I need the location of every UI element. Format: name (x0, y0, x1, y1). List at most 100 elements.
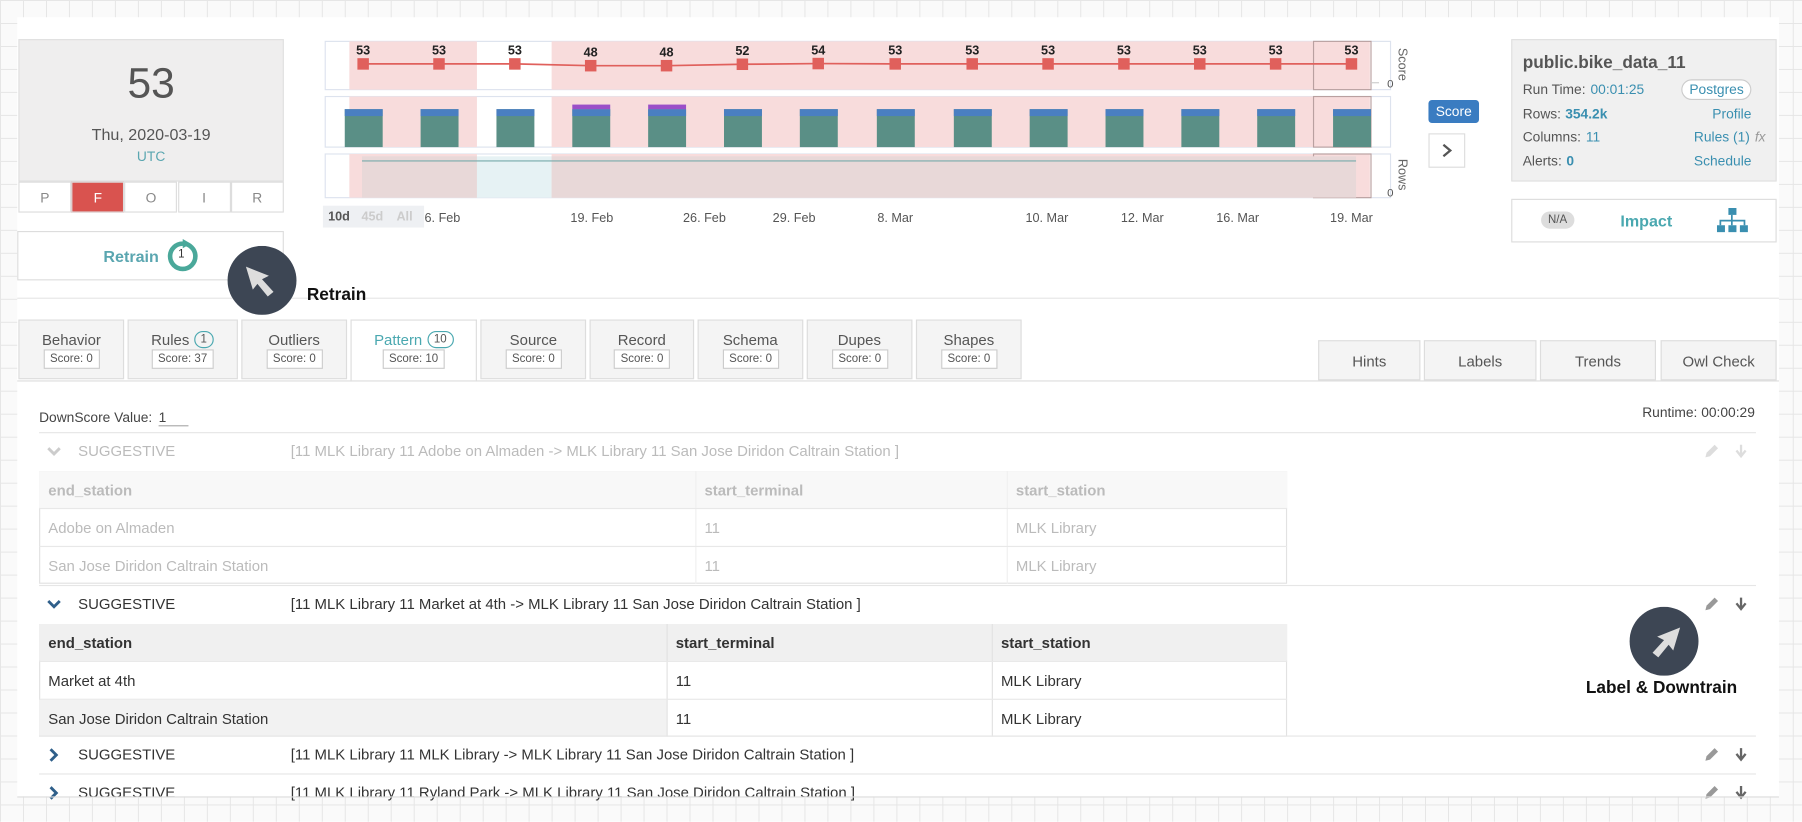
chevron[interactable] (47, 786, 61, 800)
y-axis-label: Rows (1396, 159, 1410, 191)
field-link[interactable]: Postgres (1681, 79, 1752, 100)
tab-name[interactable]: Schema (722, 330, 778, 349)
filter-button[interactable]: O (124, 181, 178, 213)
x-tick-label: 12. Mar (1121, 211, 1164, 225)
run-date: Thu, 2020-03-19 (91, 125, 211, 144)
column-header: start_terminal (704, 481, 804, 499)
annotation-label: Retrain (306, 285, 367, 305)
rows-bar-top (799, 109, 838, 117)
cell: MLK Library (1015, 519, 1097, 537)
cursor-annotation (227, 245, 297, 315)
score-label: 53 (356, 44, 370, 58)
field-extra: fx (1754, 128, 1766, 145)
tool-button[interactable]: Hints (1318, 340, 1421, 381)
range-button: 45d (361, 210, 383, 224)
score-point (584, 59, 597, 72)
filter-button[interactable]: P (18, 181, 72, 213)
row-divider (39, 507, 1288, 510)
rows-bar-top (876, 109, 915, 117)
field-label: Rows: (1522, 105, 1562, 122)
downscore-input[interactable]: 1 (158, 409, 189, 427)
score-point (433, 58, 445, 70)
impact-label[interactable]: Impact (1620, 211, 1673, 230)
tab-name[interactable]: Outliers (268, 330, 320, 349)
group-divider (39, 735, 1756, 737)
tab-name[interactable]: Rules (151, 330, 190, 349)
dataset-name: public.bike_data_11 (1522, 52, 1686, 73)
pattern-text: [11 MLK Library 11 Ryland Park -> MLK Li… (290, 783, 855, 801)
column-header: start_station (1000, 634, 1091, 652)
filter-button[interactable]: R (230, 181, 284, 213)
x-tick-label: 19. Mar (1330, 211, 1373, 225)
score-label: 54 (811, 43, 825, 57)
cell: MLK Library (1015, 557, 1097, 575)
tool-button[interactable]: Owl Check (1660, 340, 1777, 381)
tool-button[interactable]: Labels (1423, 340, 1537, 381)
score: 53 (127, 59, 175, 107)
score-point (1269, 58, 1282, 70)
chevron[interactable] (47, 598, 61, 612)
score-label: 53 (1344, 44, 1358, 58)
tab-score: Score: 0 (505, 349, 562, 369)
tab-name[interactable]: Dupes (837, 330, 881, 349)
table-header-bg (39, 471, 1288, 508)
tab-name[interactable]: Source (509, 330, 558, 349)
tab-name[interactable]: Behavior (41, 330, 101, 349)
cell: 11 (675, 672, 692, 690)
download-icon[interactable] (1733, 747, 1749, 763)
pattern-text: [11 MLK Library 11 Market at 4th -> MLK … (290, 595, 861, 613)
download-icon[interactable] (1733, 596, 1749, 612)
field-label: Alerts: (1522, 152, 1562, 169)
next-button[interactable] (1428, 133, 1466, 168)
rows-bar-top (572, 104, 611, 110)
score-label: 53 (1117, 44, 1131, 58)
tab-count: 1 (193, 330, 214, 349)
filter-button[interactable]: I (177, 181, 231, 213)
score-label: 53 (508, 44, 522, 58)
filter-button[interactable]: F (71, 181, 125, 213)
field-link[interactable]: Profile (1712, 105, 1752, 122)
navigator-band (551, 156, 1357, 198)
cell: MLK Library (1000, 710, 1082, 728)
field-link[interactable]: Schedule (1693, 152, 1752, 169)
score-toggle[interactable]: Score (1428, 99, 1480, 123)
pattern-text: [11 MLK Library 11 Adobe on Almaden -> M… (290, 442, 900, 460)
rows-bar-top (953, 109, 992, 117)
range-button: 10d (328, 210, 350, 224)
tab-name[interactable]: Record (617, 330, 666, 349)
download-icon[interactable] (1733, 444, 1749, 460)
row-divider (39, 698, 1288, 700)
y-tick-label: 0 (1387, 78, 1393, 90)
tab[interactable] (127, 319, 238, 380)
retrain-icon (167, 239, 198, 272)
chevron[interactable] (47, 748, 61, 762)
edit-icon[interactable] (1703, 747, 1719, 763)
edit-icon[interactable] (1703, 596, 1719, 612)
tab-count: 10 (426, 330, 454, 349)
download-icon[interactable] (1733, 785, 1749, 801)
score-point (1345, 58, 1358, 70)
edit-icon[interactable] (1703, 785, 1719, 801)
chevron[interactable] (47, 445, 61, 459)
pattern-level: SUGGESTIVE (78, 595, 176, 613)
score-point (889, 58, 901, 70)
tab-name[interactable]: Pattern (374, 330, 423, 349)
tool-button[interactable]: Trends (1539, 340, 1656, 381)
table-header-bg (39, 624, 1288, 661)
edit-icon[interactable] (1703, 444, 1719, 460)
score-label: 53 (1193, 44, 1207, 58)
rows-bar-top (1105, 109, 1144, 117)
tab-name[interactable]: Shapes (943, 330, 995, 349)
cell: San Jose Diridon Caltrain Station (48, 710, 269, 728)
retrain-label[interactable]: Retrain (103, 247, 159, 266)
row-highlight (39, 699, 667, 737)
tab-score: Score: 37 (151, 349, 215, 369)
column-divider (666, 624, 668, 737)
impact-status: N/A (1541, 211, 1575, 229)
cell: San Jose Diridon Caltrain Station (48, 557, 269, 575)
score-label: 53 (965, 44, 979, 58)
field-link[interactable]: Rules (1) (1693, 128, 1750, 145)
row-divider (39, 660, 1288, 662)
downscore-label: DownScore Value: (39, 409, 153, 426)
